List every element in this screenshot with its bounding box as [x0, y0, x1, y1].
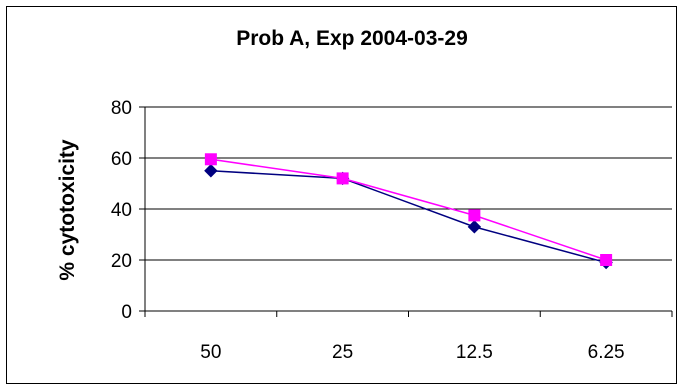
axes: 0 20 40 60 80 50 25 12.5 6.25 [111, 98, 673, 363]
y-tick-label: 60 [111, 149, 132, 170]
x-tick-label: 12.5 [456, 342, 493, 363]
x-tick-label: 25 [332, 342, 353, 363]
grid-lines [145, 106, 672, 261]
series-layer [204, 153, 613, 270]
chart-frame [6, 6, 677, 384]
series-2 [204, 153, 613, 266]
x-tick-label: 6.25 [588, 342, 625, 363]
y-tick-label: 80 [111, 98, 132, 119]
data-point [204, 153, 217, 166]
y-tick-label: 0 [121, 302, 132, 323]
data-point [336, 172, 349, 185]
data-point [467, 220, 482, 234]
data-point [468, 209, 481, 222]
chart-title: Prob A, Exp 2004-03-29 [236, 27, 468, 50]
x-tick-label: 50 [200, 342, 221, 363]
y-tick-label: 40 [111, 200, 132, 221]
series-line [210, 158, 607, 261]
data-point [600, 254, 613, 266]
y-axis-label: % cytotoxicity [56, 139, 79, 281]
series-1 [204, 164, 613, 270]
y-tick-label: 20 [111, 251, 132, 272]
data-point [204, 164, 218, 178]
series-line [210, 170, 607, 264]
